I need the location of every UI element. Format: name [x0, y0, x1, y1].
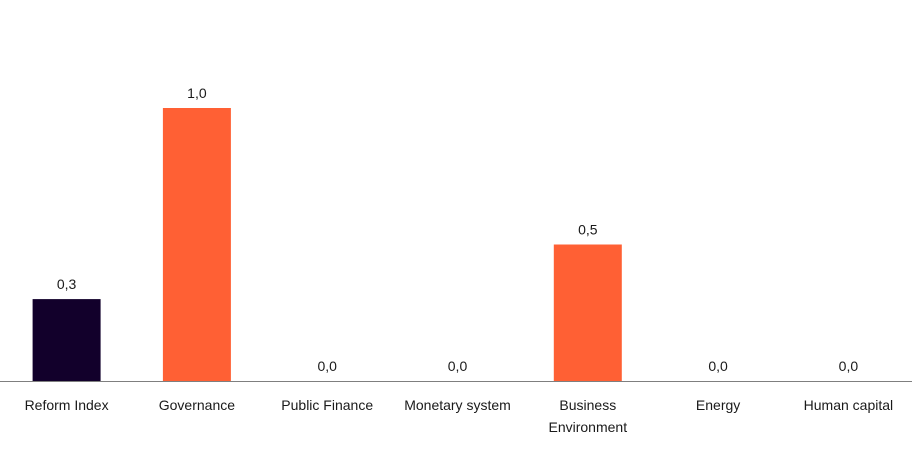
x-tick-label-line: Environment [549, 419, 628, 435]
x-tick-label-line: Business [559, 397, 616, 413]
value-labels-layer: 0,3 1,0 0,0 0,0 0,5 0,0 0,0 [57, 85, 858, 374]
x-tick-label-3: Monetary system [404, 397, 511, 413]
x-tick-label-4: Business Environment [549, 397, 628, 435]
x-tick-label-6: Human capital [804, 397, 894, 413]
x-tick-label-line: Public Finance [281, 397, 373, 413]
x-tick-label-line: Governance [159, 397, 235, 413]
x-tick-label-line: Human capital [804, 397, 894, 413]
x-tick-label-5: Energy [696, 397, 740, 413]
x-tick-labels: Reform Index Governance Public Finance Mone… [25, 397, 894, 435]
value-label-1: 1,0 [187, 85, 207, 101]
x-tick-label-line: Reform Index [25, 397, 109, 413]
value-label-0: 0,3 [57, 276, 77, 292]
value-label-3: 0,0 [448, 358, 468, 374]
x-tick-label-2: Public Finance [281, 397, 373, 413]
value-label-2: 0,0 [317, 358, 337, 374]
bar-1 [162, 108, 231, 381]
x-tick-label-0: Reform Index [25, 397, 109, 413]
value-label-6: 0,0 [839, 358, 859, 374]
bar-0 [32, 299, 101, 381]
bars-layer [32, 108, 622, 381]
x-tick-label-1: Governance [159, 397, 235, 413]
x-tick-label-line: Monetary system [404, 397, 511, 413]
bar-4 [553, 244, 622, 381]
value-label-4: 0,5 [578, 222, 598, 238]
value-label-5: 0,0 [708, 358, 728, 374]
x-tick-label-line: Energy [696, 397, 740, 413]
